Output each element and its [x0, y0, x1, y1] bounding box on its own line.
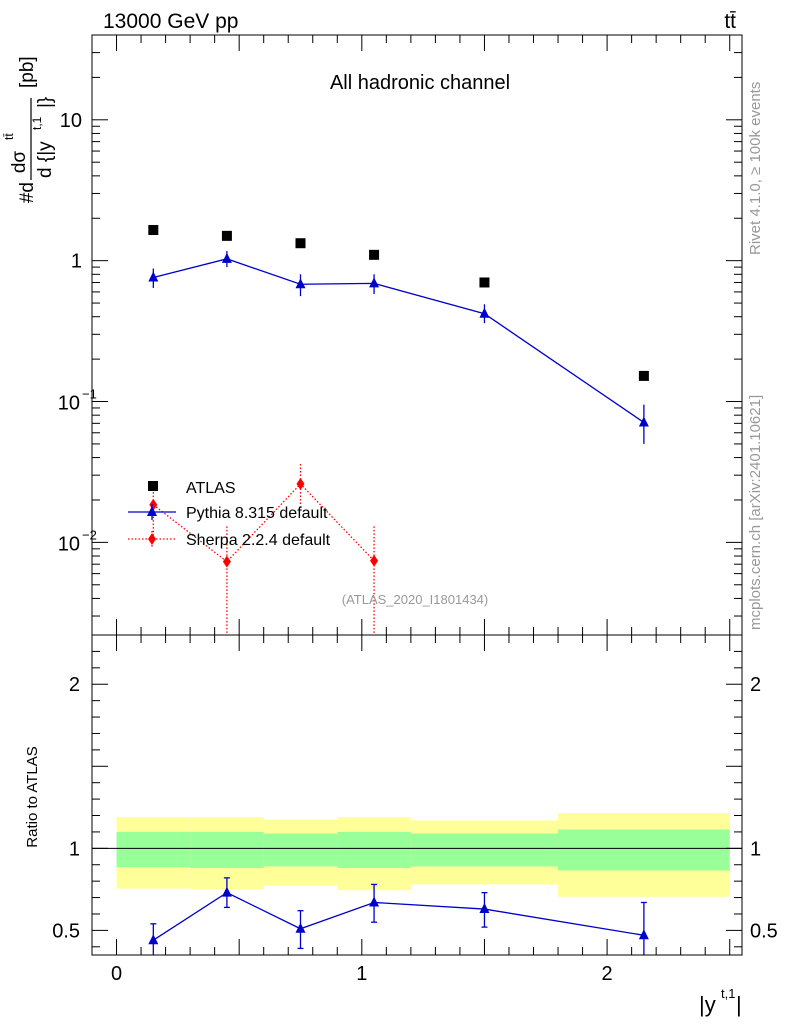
legend-atlas-marker: [148, 481, 158, 491]
ratio-pythia-point: [369, 896, 380, 907]
main-ytick-label-exponent: −1: [82, 387, 97, 402]
main-ytick-label: 10: [58, 393, 80, 415]
legend-pythia-label: Pythia 8.315 default: [186, 505, 328, 522]
pythia-line: [153, 258, 645, 424]
ratio-ytick-label-right: 1: [750, 838, 761, 860]
ratio-bands: [92, 813, 742, 897]
main-data-layer: [148, 225, 649, 635]
header-energy: 13000 GeV pp: [103, 10, 238, 33]
main-ytick-label: 10: [60, 110, 82, 132]
atlas-point: [295, 238, 306, 249]
ratio-frame: [91, 634, 743, 956]
main-ylabel-numerator: dσ: [9, 151, 30, 174]
legend-sherpa-marker: [148, 533, 156, 545]
main-ylabel: #d dσ tt̄ d {|y t,1 |} [pb]: [2, 56, 56, 203]
mcplots-label: mcplots.cern.ch [arXiv:2401.10621]: [747, 395, 764, 630]
sherpa-point: [222, 555, 231, 568]
ratio-band-inner: [190, 831, 264, 869]
ratio-band-inner: [116, 831, 191, 868]
sherpa-point: [296, 477, 305, 490]
atlas-point: [221, 230, 232, 241]
ratio-xlabel-base: |y: [699, 992, 716, 1017]
ratio-band-inner: [337, 831, 411, 869]
ratio-xlabel: |y t,1 |: [699, 986, 742, 1017]
ratio-panel: 0 1 2 2 2 1 1 0.5 0.5 Ratio to ATLAS |y t,1 |: [24, 634, 778, 1017]
pythia-point: [221, 252, 232, 263]
ratio-ylabel: Ratio to ATLAS: [24, 746, 41, 847]
main-ylabel-denominator-sup: t,1: [30, 116, 44, 130]
ratio-ytick-label-left: 1: [69, 838, 80, 860]
ratio-band-inner: [558, 829, 730, 871]
legend-atlas-label: ATLAS: [186, 480, 236, 497]
ratio-pythia-point: [148, 934, 159, 945]
ratio-axis-ticks: 0 1 2 2 2 1 1 0.5 0.5: [52, 635, 778, 985]
main-ylabel-numerator-sup: tt̄: [2, 133, 16, 140]
pythia-point: [479, 307, 490, 318]
analysis-watermark: (ATLAS_2020_I1801434): [342, 592, 488, 607]
main-ytick-label-exponent: −2: [82, 527, 97, 542]
main-ylabel-denominator: d {|y: [35, 141, 56, 178]
main-ytick-label: 1: [71, 251, 82, 273]
ratio-ytick-label-right: 2: [750, 674, 761, 696]
ratio-band-inner: [263, 833, 338, 867]
ratio-xlabel-sup: t,1: [721, 986, 735, 1001]
legend-pythia-marker: [147, 506, 157, 516]
ratio-xtick-label: 1: [356, 963, 367, 985]
atlas-point: [479, 277, 490, 288]
atlas-point: [638, 370, 649, 381]
sherpa-point: [370, 554, 379, 567]
main-title: All hadronic channel: [330, 72, 510, 94]
atlas-point: [369, 249, 380, 260]
ratio-pythia-point: [638, 929, 649, 940]
main-ytick-label: 10: [58, 533, 80, 555]
pythia-point: [638, 416, 649, 427]
pythia-point: [295, 278, 306, 289]
ratio-band-inner: [410, 833, 559, 867]
ratio-xtick-label: 0: [111, 963, 122, 985]
pythia-point: [369, 277, 380, 288]
ratio-pythia-point: [479, 903, 490, 914]
atlas-point: [148, 225, 159, 236]
main-ylabel-denominator-end: |}: [35, 97, 56, 108]
main-ylabel-prefix: #d: [17, 182, 38, 203]
header-process: tt̄: [724, 10, 736, 33]
legend: ATLAS Pythia 8.315 default Sherpa 2.2.4 …: [128, 480, 331, 549]
ratio-pythia-point: [295, 922, 306, 933]
main-ylabel-unit: [pb]: [17, 56, 38, 88]
legend-sherpa-label: Sherpa 2.2.4 default: [186, 532, 331, 549]
ratio-xlabel-end: |: [736, 992, 742, 1017]
ratio-pythia-point: [221, 886, 232, 897]
pythia-point: [148, 271, 159, 282]
ratio-ytick-label-right: 0.5: [750, 920, 778, 942]
ratio-data-layer: [148, 877, 649, 955]
rivet-version-label: Rivet 4.1.0, ≥ 100k events: [747, 82, 764, 255]
ratio-ytick-label-left: 2: [69, 674, 80, 696]
ratio-ytick-label-left: 0.5: [52, 920, 80, 942]
ratio-xtick-label: 2: [602, 963, 613, 985]
ratio-pythia-line: [152, 891, 644, 941]
sherpa-line: [152, 482, 375, 563]
